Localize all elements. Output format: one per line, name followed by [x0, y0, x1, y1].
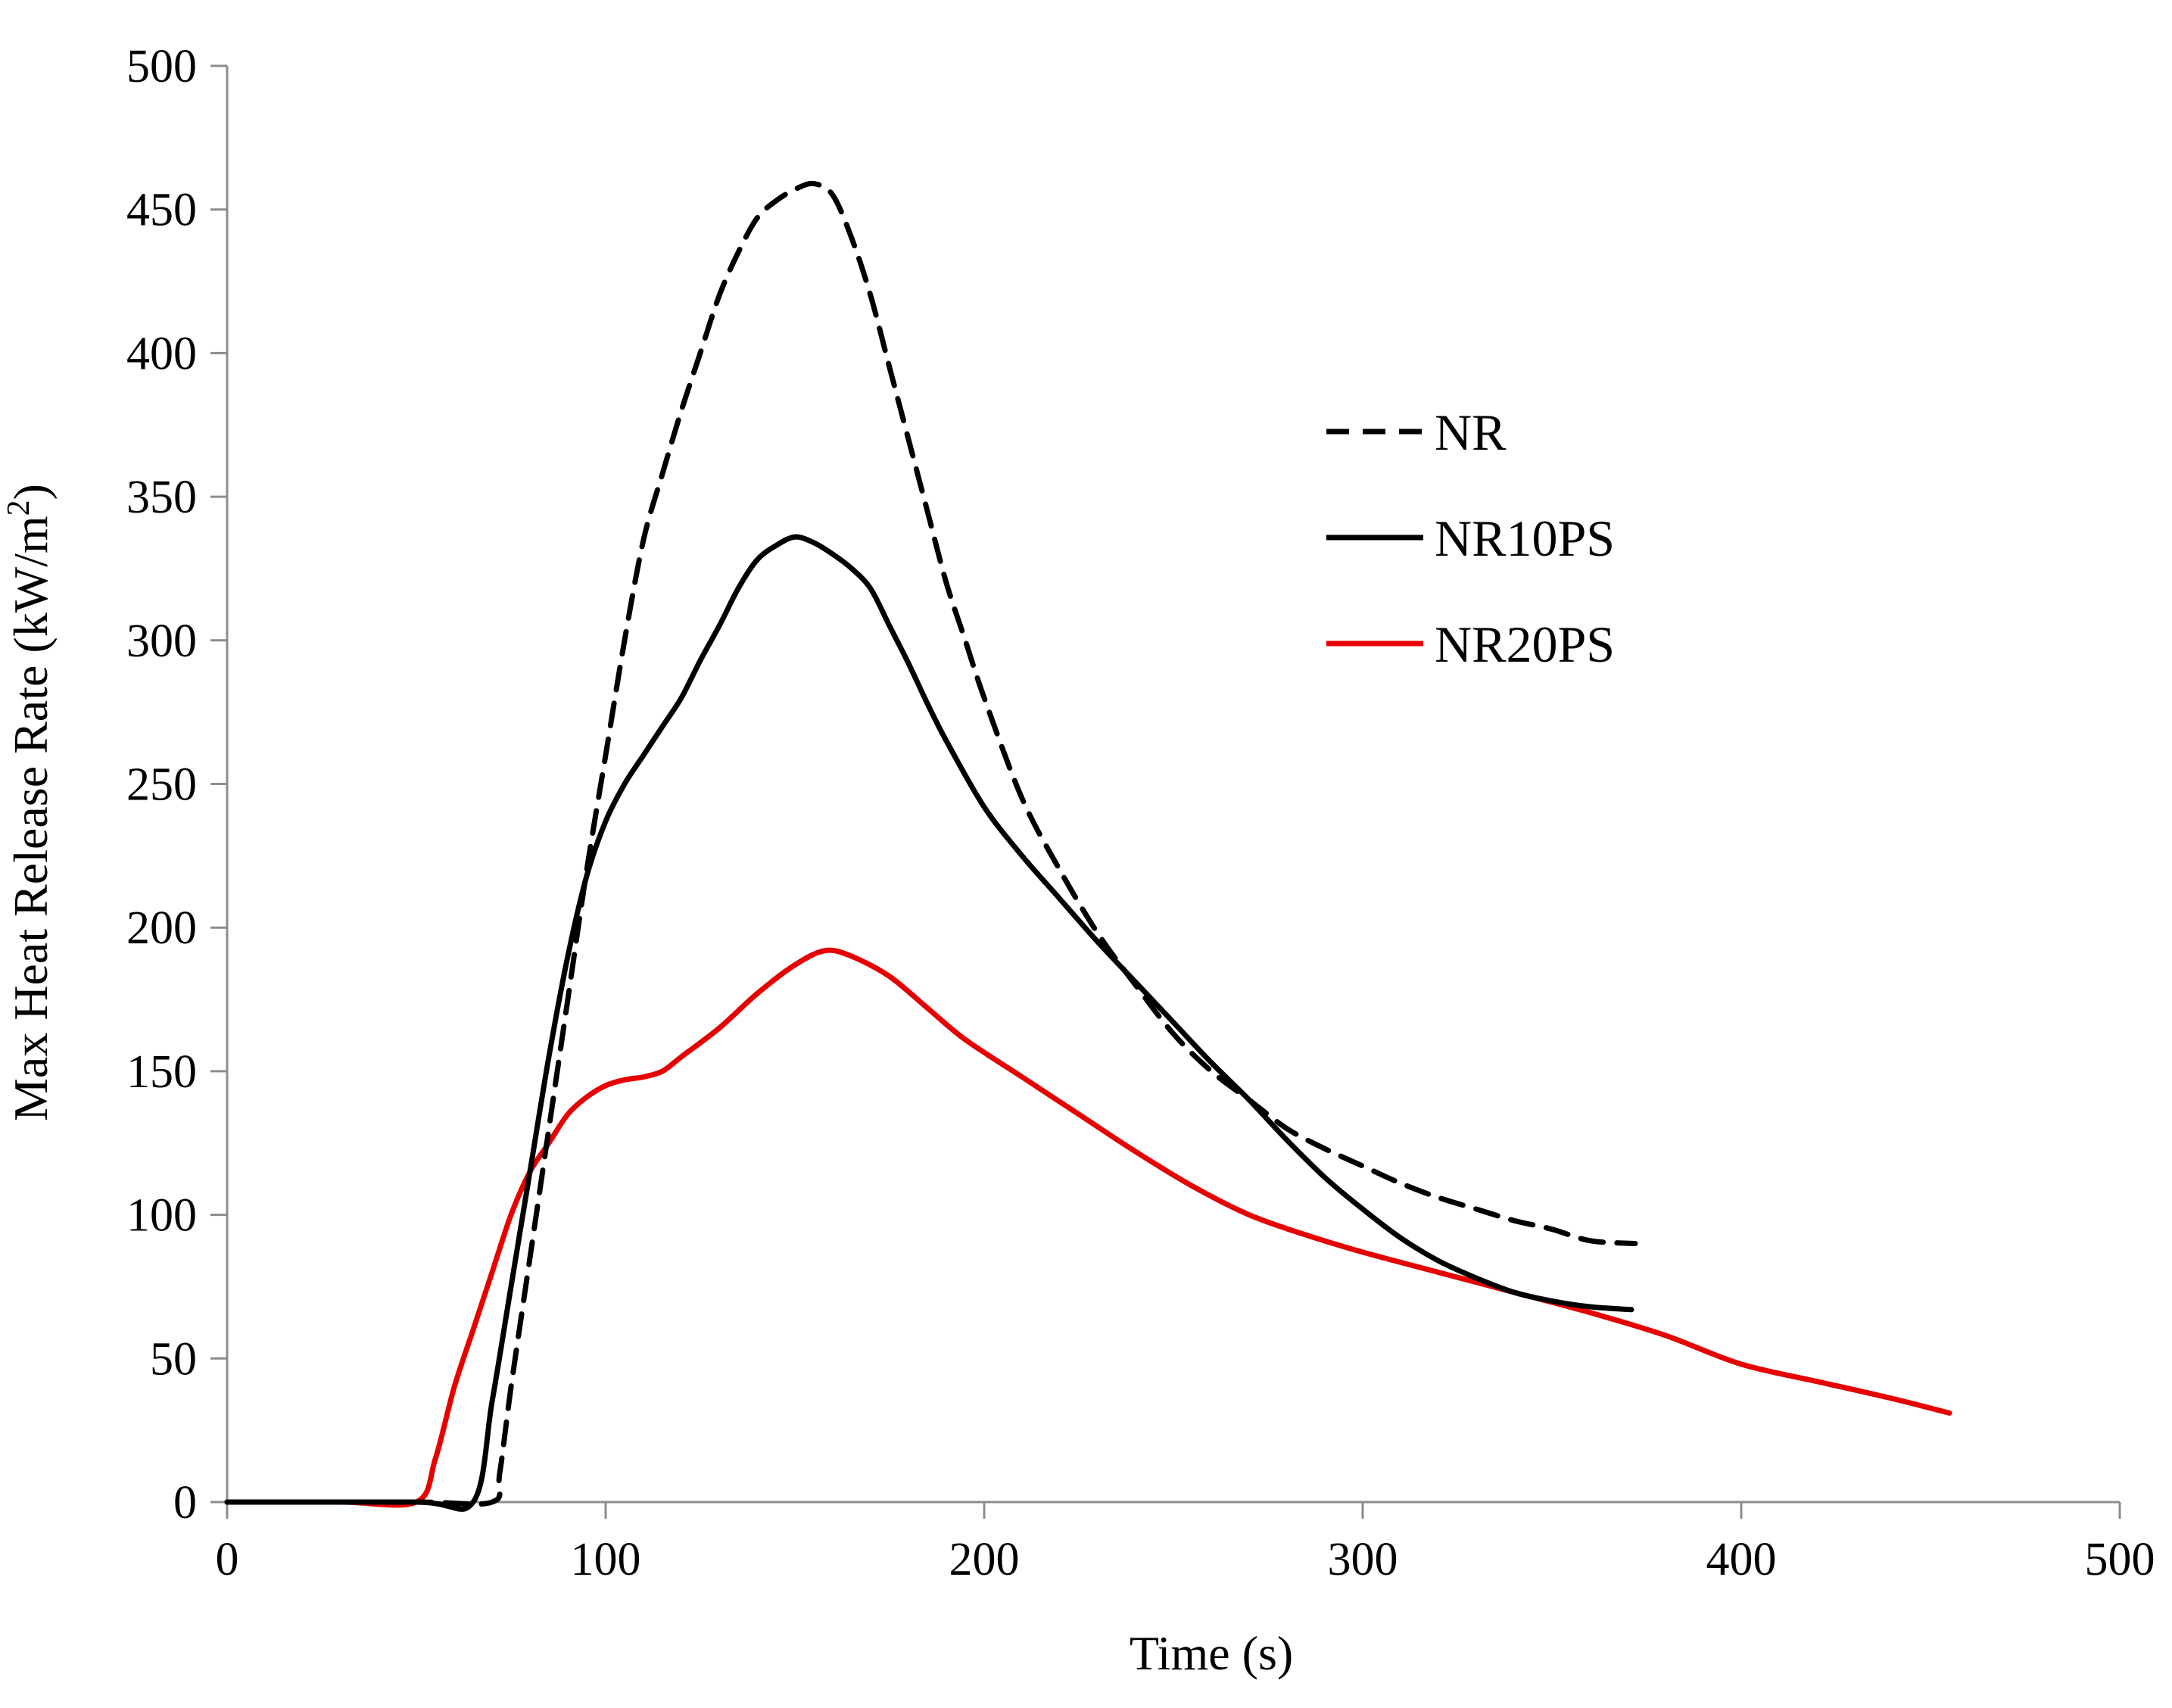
legend: NR NR10PS NR20PS	[1326, 404, 1615, 673]
y-tick-label: 250	[126, 759, 197, 811]
y-axis-ticks: 0 50 100 150 200 250 300 350 400 450 500	[126, 41, 227, 1529]
y-tick-label: 350	[126, 472, 197, 523]
x-tick-label: 400	[1706, 1534, 1777, 1585]
x-tick-label: 500	[2085, 1534, 2155, 1585]
series-line-nr	[224, 180, 1638, 1507]
legend-label-nr20ps: NR20PS	[1435, 616, 1615, 673]
series-lines	[224, 180, 1952, 1512]
x-tick-label: 200	[949, 1534, 1020, 1585]
x-tick-label: 0	[216, 1534, 239, 1585]
y-tick-label: 500	[126, 41, 197, 92]
x-tick-label: 100	[571, 1534, 641, 1585]
y-axis-title-main: Max Heat Release Rate (kW/m	[4, 516, 58, 1121]
y-tick-label: 100	[126, 1190, 197, 1242]
x-axis-title: Time (s)	[1130, 1626, 1293, 1680]
y-tick-label: 50	[150, 1333, 197, 1385]
y-tick-label: 300	[126, 616, 197, 667]
legend-label-nr: NR	[1435, 404, 1507, 461]
y-tick-label: 400	[126, 328, 197, 379]
x-axis-ticks: 0 100 200 300 400 500	[216, 1502, 2155, 1585]
series-line-nr10ps	[224, 534, 1634, 1512]
y-axis-title-superscript: 2	[2, 500, 36, 516]
y-tick-label: 450	[126, 185, 197, 236]
y-tick-label: 0	[173, 1477, 197, 1529]
y-axis-title: Max Heat Release Rate (kW/m2)	[2, 484, 58, 1121]
legend-label-nr10ps: NR10PS	[1435, 510, 1615, 567]
x-tick-label: 300	[1328, 1534, 1398, 1585]
y-axis-title-close: )	[4, 484, 58, 500]
y-tick-label: 150	[126, 1046, 197, 1098]
y-tick-label: 200	[126, 902, 197, 954]
